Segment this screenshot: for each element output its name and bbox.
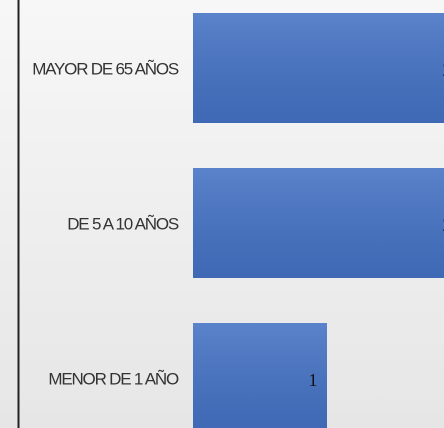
category-label: MENOR DE 1 AÑO — [48, 369, 179, 388]
category-label: MAYOR DE 65 AÑOS — [32, 59, 179, 78]
bar-shade — [193, 323, 327, 428]
value-label: 2 — [443, 215, 444, 235]
bar-shade — [193, 168, 444, 278]
value-label: 2 — [443, 60, 444, 80]
bar-shade — [193, 13, 444, 123]
category-label: DE 5 A 10 AÑOS — [67, 214, 179, 233]
value-label: 1 — [309, 370, 318, 390]
